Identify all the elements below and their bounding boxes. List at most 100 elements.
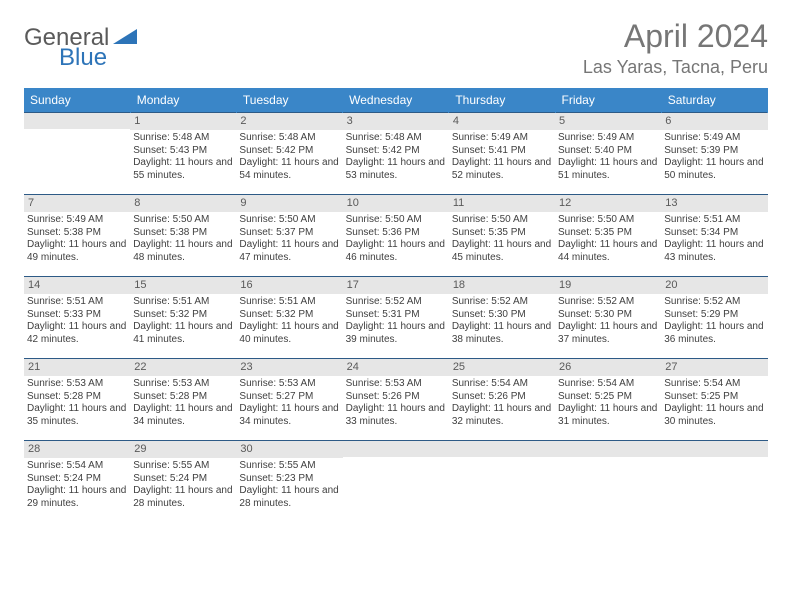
sunrise-line: Sunrise: 5:48 AM [239, 132, 339, 145]
sunrise-line: Sunrise: 5:50 AM [239, 214, 339, 227]
calendar-cell: 13Sunrise: 5:51 AMSunset: 5:34 PMDayligh… [661, 195, 767, 277]
cell-body: Sunrise: 5:51 AMSunset: 5:34 PMDaylight:… [661, 212, 767, 268]
sunset-line: Sunset: 5:40 PM [558, 145, 658, 158]
sunrise-line: Sunrise: 5:52 AM [452, 296, 552, 309]
calendar-cell: 26Sunrise: 5:54 AMSunset: 5:25 PMDayligh… [555, 359, 661, 441]
day-number-bar [661, 441, 767, 457]
day-number: 30 [236, 441, 342, 458]
daylight-line: Daylight: 11 hours and 53 minutes. [346, 157, 446, 182]
day-number: 23 [236, 359, 342, 376]
day-number: 17 [343, 277, 449, 294]
day-number: 7 [24, 195, 130, 212]
day-number: 1 [130, 113, 236, 130]
sunrise-line: Sunrise: 5:54 AM [558, 378, 658, 391]
day-number: 14 [24, 277, 130, 294]
daylight-line: Daylight: 11 hours and 47 minutes. [239, 239, 339, 264]
day-header: Wednesday [343, 88, 449, 113]
sunrise-line: Sunrise: 5:48 AM [133, 132, 233, 145]
cell-body: Sunrise: 5:50 AMSunset: 5:35 PMDaylight:… [555, 212, 661, 268]
cell-body: Sunrise: 5:55 AMSunset: 5:24 PMDaylight:… [130, 458, 236, 514]
day-number: 11 [449, 195, 555, 212]
day-number: 26 [555, 359, 661, 376]
cell-body: Sunrise: 5:48 AMSunset: 5:42 PMDaylight:… [343, 130, 449, 186]
day-number: 12 [555, 195, 661, 212]
day-header: Sunday [24, 88, 130, 113]
daylight-line: Daylight: 11 hours and 45 minutes. [452, 239, 552, 264]
sunset-line: Sunset: 5:32 PM [133, 309, 233, 322]
daylight-line: Daylight: 11 hours and 55 minutes. [133, 157, 233, 182]
day-number: 20 [661, 277, 767, 294]
calendar-cell: 3Sunrise: 5:48 AMSunset: 5:42 PMDaylight… [343, 113, 449, 195]
daylight-line: Daylight: 11 hours and 44 minutes. [558, 239, 658, 264]
calendar-cell: 16Sunrise: 5:51 AMSunset: 5:32 PMDayligh… [236, 277, 342, 359]
day-header: Monday [130, 88, 236, 113]
calendar-cell: 10Sunrise: 5:50 AMSunset: 5:36 PMDayligh… [343, 195, 449, 277]
calendar-cell: 30Sunrise: 5:55 AMSunset: 5:23 PMDayligh… [236, 441, 342, 523]
day-number: 6 [661, 113, 767, 130]
calendar-body: 1Sunrise: 5:48 AMSunset: 5:43 PMDaylight… [24, 113, 768, 523]
day-number: 21 [24, 359, 130, 376]
cell-body: Sunrise: 5:53 AMSunset: 5:27 PMDaylight:… [236, 376, 342, 432]
calendar-cell: 9Sunrise: 5:50 AMSunset: 5:37 PMDaylight… [236, 195, 342, 277]
cell-body: Sunrise: 5:49 AMSunset: 5:41 PMDaylight:… [449, 130, 555, 186]
calendar-cell: 12Sunrise: 5:50 AMSunset: 5:35 PMDayligh… [555, 195, 661, 277]
sunrise-line: Sunrise: 5:51 AM [664, 214, 764, 227]
calendar-cell: 5Sunrise: 5:49 AMSunset: 5:40 PMDaylight… [555, 113, 661, 195]
sunrise-line: Sunrise: 5:52 AM [558, 296, 658, 309]
calendar-cell [555, 441, 661, 523]
calendar-cell: 29Sunrise: 5:55 AMSunset: 5:24 PMDayligh… [130, 441, 236, 523]
header-row: General Blue April 2024 Las Yaras, Tacna… [24, 18, 768, 78]
daylight-line: Daylight: 11 hours and 41 minutes. [133, 321, 233, 346]
cell-body: Sunrise: 5:53 AMSunset: 5:28 PMDaylight:… [24, 376, 130, 432]
sunrise-line: Sunrise: 5:54 AM [27, 460, 127, 473]
daylight-line: Daylight: 11 hours and 37 minutes. [558, 321, 658, 346]
cell-body: Sunrise: 5:52 AMSunset: 5:29 PMDaylight:… [661, 294, 767, 350]
calendar-cell: 22Sunrise: 5:53 AMSunset: 5:28 PMDayligh… [130, 359, 236, 441]
day-header: Thursday [449, 88, 555, 113]
calendar-week-row: 21Sunrise: 5:53 AMSunset: 5:28 PMDayligh… [24, 359, 768, 441]
sunset-line: Sunset: 5:26 PM [346, 391, 446, 404]
sunrise-line: Sunrise: 5:53 AM [239, 378, 339, 391]
sunset-line: Sunset: 5:28 PM [27, 391, 127, 404]
daylight-line: Daylight: 11 hours and 54 minutes. [239, 157, 339, 182]
daylight-line: Daylight: 11 hours and 32 minutes. [452, 403, 552, 428]
calendar-week-row: 28Sunrise: 5:54 AMSunset: 5:24 PMDayligh… [24, 441, 768, 523]
cell-body: Sunrise: 5:54 AMSunset: 5:26 PMDaylight:… [449, 376, 555, 432]
day-number: 18 [449, 277, 555, 294]
sunrise-line: Sunrise: 5:49 AM [664, 132, 764, 145]
daylight-line: Daylight: 11 hours and 46 minutes. [346, 239, 446, 264]
cell-body: Sunrise: 5:53 AMSunset: 5:28 PMDaylight:… [130, 376, 236, 432]
daylight-line: Daylight: 11 hours and 28 minutes. [239, 485, 339, 510]
sunset-line: Sunset: 5:35 PM [558, 227, 658, 240]
daylight-line: Daylight: 11 hours and 52 minutes. [452, 157, 552, 182]
sunset-line: Sunset: 5:34 PM [664, 227, 764, 240]
cell-body: Sunrise: 5:54 AMSunset: 5:25 PMDaylight:… [555, 376, 661, 432]
sunset-line: Sunset: 5:38 PM [27, 227, 127, 240]
daylight-line: Daylight: 11 hours and 42 minutes. [27, 321, 127, 346]
sunset-line: Sunset: 5:42 PM [346, 145, 446, 158]
daylight-line: Daylight: 11 hours and 34 minutes. [239, 403, 339, 428]
sunset-line: Sunset: 5:24 PM [27, 473, 127, 486]
day-number: 8 [130, 195, 236, 212]
daylight-line: Daylight: 11 hours and 31 minutes. [558, 403, 658, 428]
sunset-line: Sunset: 5:37 PM [239, 227, 339, 240]
sunrise-line: Sunrise: 5:54 AM [452, 378, 552, 391]
sunset-line: Sunset: 5:32 PM [239, 309, 339, 322]
calendar-cell: 14Sunrise: 5:51 AMSunset: 5:33 PMDayligh… [24, 277, 130, 359]
sunset-line: Sunset: 5:39 PM [664, 145, 764, 158]
daylight-line: Daylight: 11 hours and 36 minutes. [664, 321, 764, 346]
calendar-cell [449, 441, 555, 523]
calendar-cell: 8Sunrise: 5:50 AMSunset: 5:38 PMDaylight… [130, 195, 236, 277]
calendar-week-row: 7Sunrise: 5:49 AMSunset: 5:38 PMDaylight… [24, 195, 768, 277]
sunrise-line: Sunrise: 5:53 AM [133, 378, 233, 391]
day-number: 25 [449, 359, 555, 376]
day-header: Saturday [661, 88, 767, 113]
calendar-cell: 6Sunrise: 5:49 AMSunset: 5:39 PMDaylight… [661, 113, 767, 195]
cell-body: Sunrise: 5:48 AMSunset: 5:43 PMDaylight:… [130, 130, 236, 186]
sunrise-line: Sunrise: 5:49 AM [452, 132, 552, 145]
sunset-line: Sunset: 5:43 PM [133, 145, 233, 158]
day-number: 24 [343, 359, 449, 376]
daylight-line: Daylight: 11 hours and 30 minutes. [664, 403, 764, 428]
day-number: 3 [343, 113, 449, 130]
cell-body: Sunrise: 5:50 AMSunset: 5:38 PMDaylight:… [130, 212, 236, 268]
